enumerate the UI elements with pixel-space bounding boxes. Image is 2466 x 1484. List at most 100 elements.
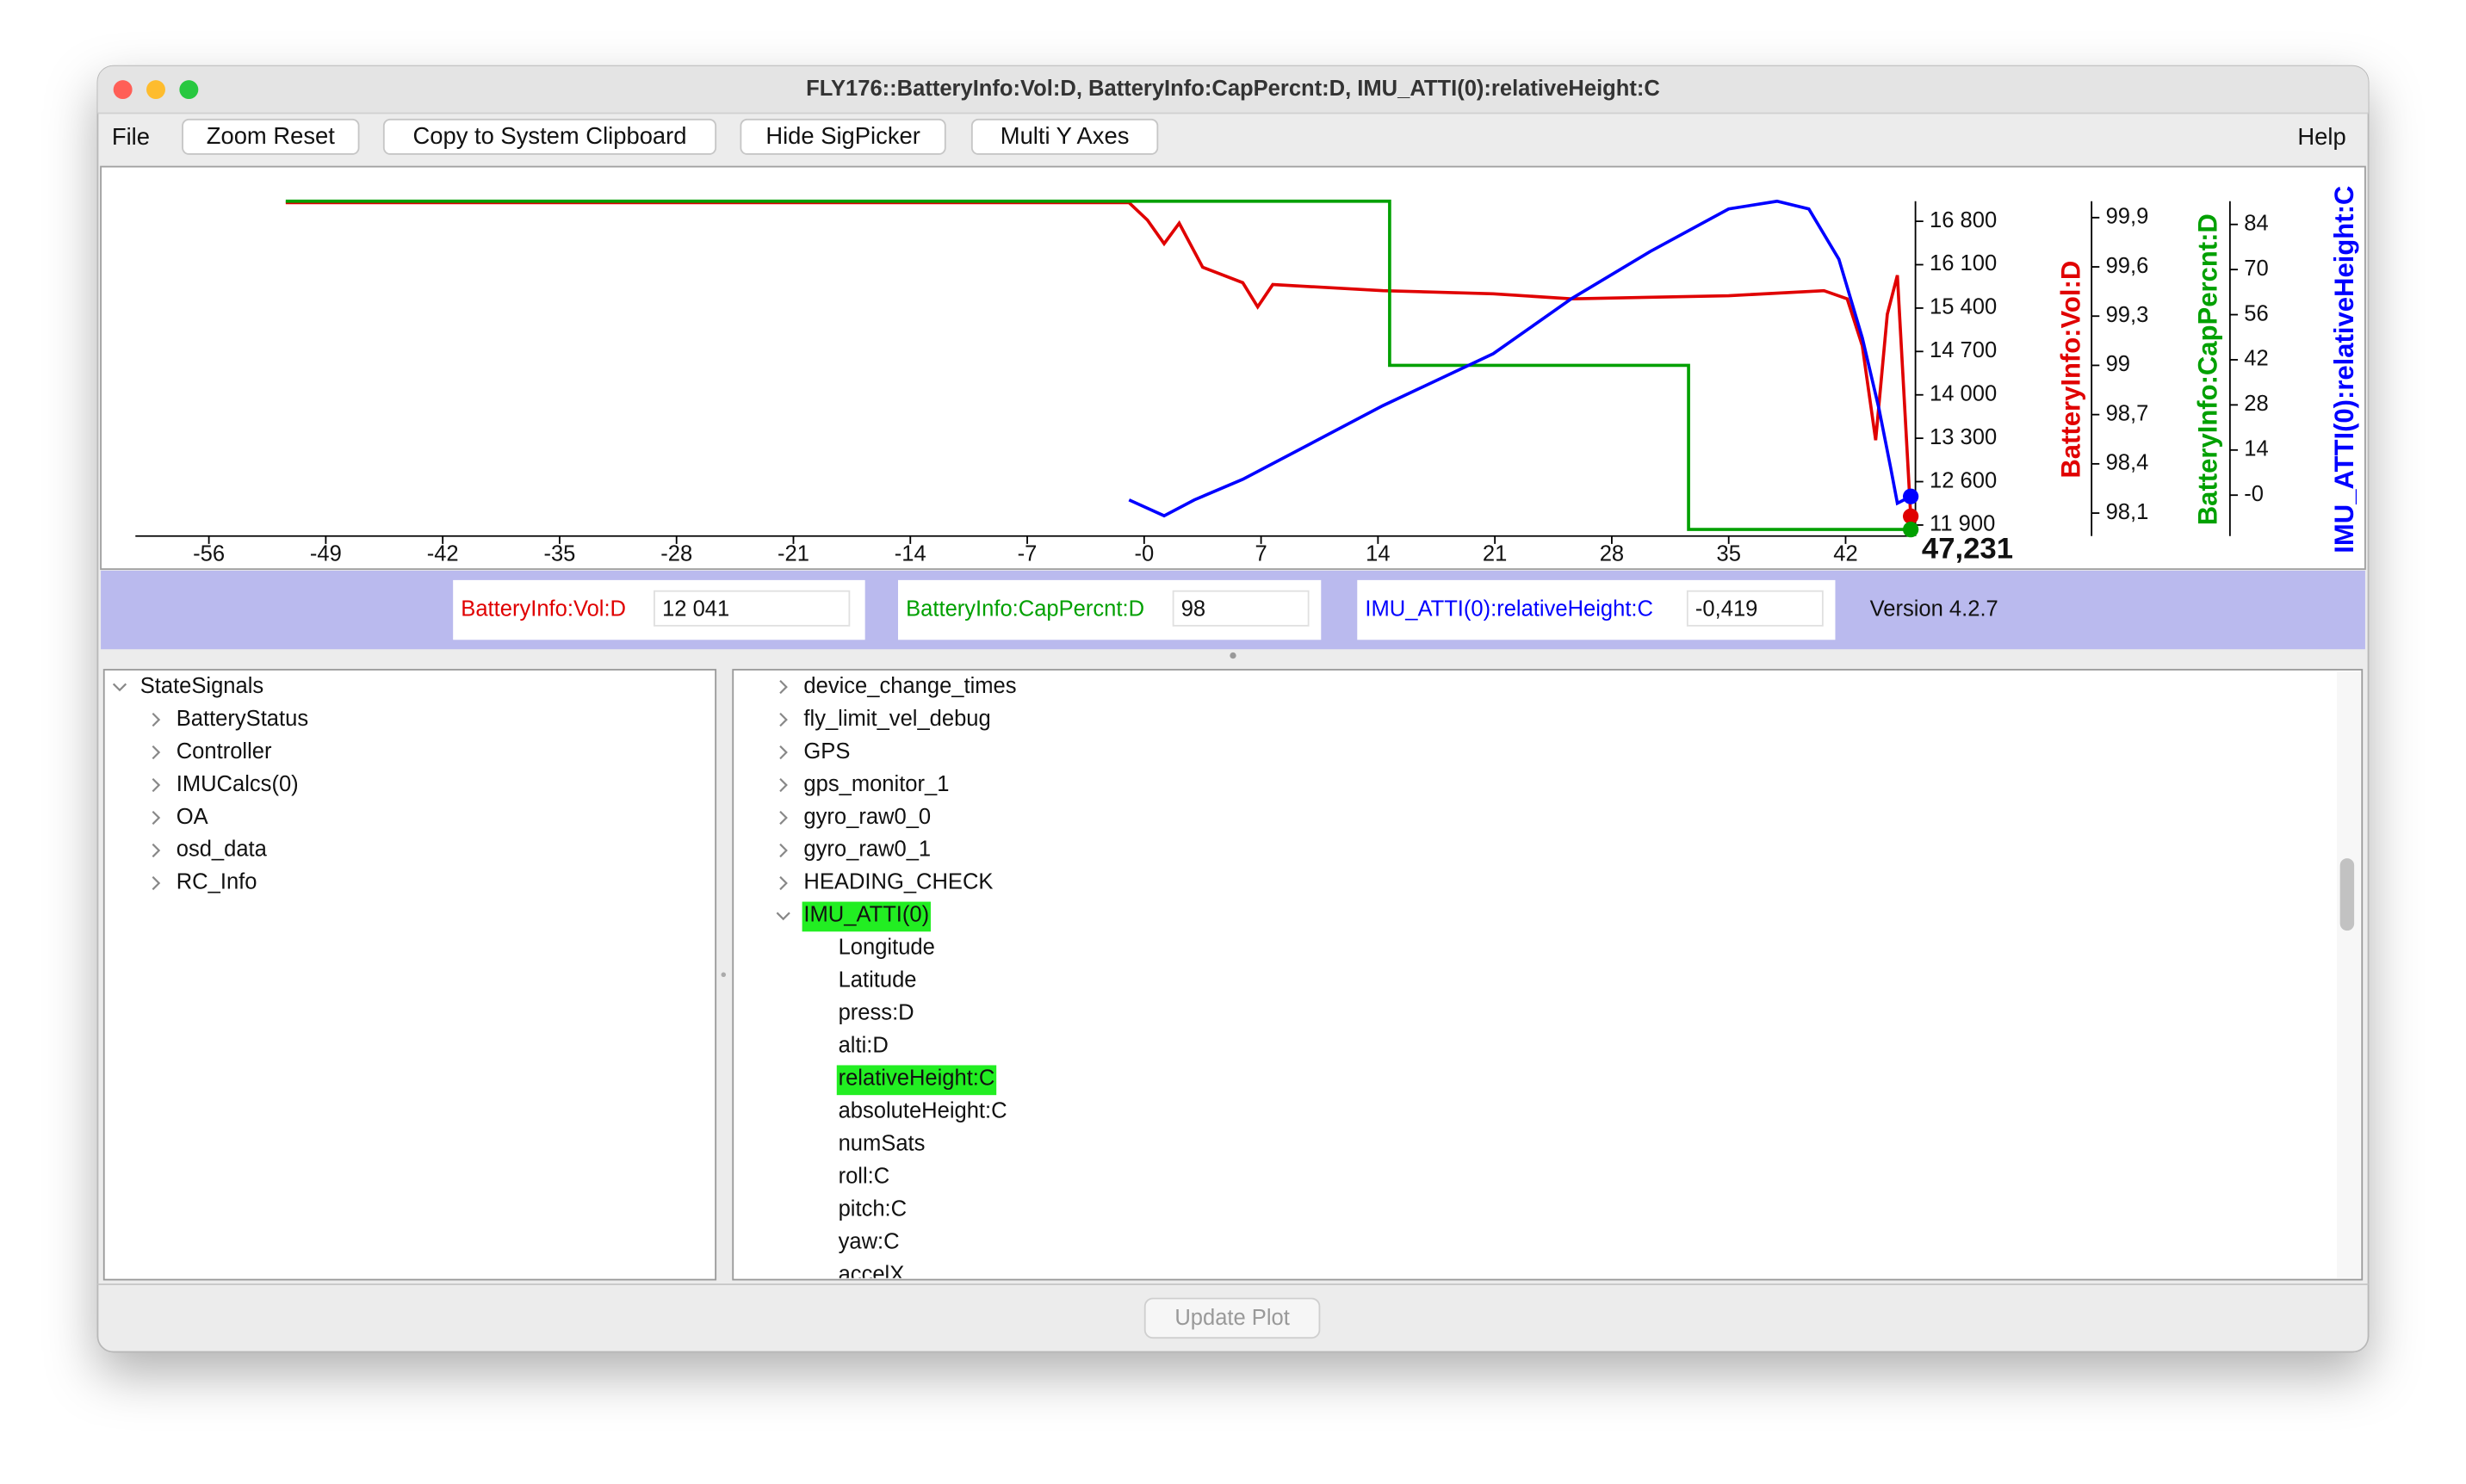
zoom-button[interactable]	[179, 80, 199, 100]
toolbar-button[interactable]	[382, 118, 717, 155]
tree-node[interactable]: relativeHeight:C	[839, 1067, 995, 1091]
tree-node[interactable]: osd_data	[177, 838, 268, 862]
window-title: FLY176::BatteryInfo:Vol:D, BatteryInfo:C…	[806, 77, 1660, 101]
readout-value: -0,419	[1695, 597, 1757, 621]
expander[interactable]	[152, 712, 161, 727]
y-tick-label: 28	[2244, 392, 2268, 416]
x-tick-label: 35	[1716, 541, 1740, 566]
tree-node[interactable]: gyro_raw0_0	[803, 805, 931, 829]
update-plot-label: Update Plot	[1174, 1306, 1290, 1330]
tree-node[interactable]: RC_Info	[177, 870, 257, 894]
y-tick-label: 42	[2244, 347, 2268, 371]
tree-node[interactable]: yaw:C	[839, 1230, 900, 1254]
series-line	[285, 199, 1911, 531]
tree-node[interactable]: pitch:C	[839, 1197, 908, 1221]
expander[interactable]	[779, 680, 788, 695]
y-tick-label: 99,3	[2106, 303, 2149, 327]
expander[interactable]	[779, 745, 788, 760]
expander[interactable]	[779, 712, 788, 727]
minimize-button[interactable]	[146, 80, 165, 100]
signal-tree-panel	[102, 669, 717, 1281]
tree-node[interactable]: BatteryStatus	[177, 707, 308, 731]
tree-node[interactable]: alti:D	[839, 1034, 889, 1058]
title-bar	[97, 65, 2369, 114]
tree-node[interactable]: device_change_times	[803, 674, 1016, 698]
expander[interactable]	[152, 875, 161, 891]
expander[interactable]	[152, 843, 161, 858]
readout-label: IMU_ATTI(0):relativeHeight:C	[1365, 597, 1653, 621]
tree-node[interactable]: StateSignals	[140, 674, 263, 698]
close-button[interactable]	[113, 80, 133, 100]
selection-highlight	[802, 901, 931, 932]
expander[interactable]	[779, 810, 788, 825]
tree-node[interactable]: Longitude	[839, 936, 935, 960]
tree-node[interactable]: roll:C	[839, 1165, 890, 1189]
expander[interactable]	[779, 875, 788, 891]
readouts: BatteryInfo:Vol:D 12 041 BatteryInfo:CapPe…	[453, 579, 1836, 640]
series-line	[285, 201, 1912, 516]
readout-field[interactable]	[1172, 590, 1310, 627]
expander[interactable]	[152, 810, 161, 825]
plot-area[interactable]	[100, 165, 2366, 571]
splitter-handle[interactable]	[1230, 652, 1236, 659]
tree-node[interactable]: IMUCalcs(0)	[177, 772, 299, 796]
toolbar: Zoom Reset Copy to System Clipboard Hide S…	[182, 118, 1159, 155]
scrollbar[interactable]	[2337, 671, 2361, 1278]
tree-node[interactable]: Controller	[177, 739, 272, 764]
axis-title: IMU_ATTI(0):relativeHeight:C	[2329, 186, 2359, 553]
file-menu[interactable]: File	[112, 123, 150, 150]
signal-tree: StateSignals BatteryStatus Controller IMUCa…	[112, 674, 308, 894]
x-tick-label: -35	[543, 541, 575, 566]
cursor-dot	[1902, 488, 1919, 504]
tree-node[interactable]: press:D	[839, 1001, 914, 1025]
tree-node[interactable]: gyro_raw0_1	[803, 838, 931, 862]
version: Version 4.2.7	[1870, 597, 1998, 621]
toolbar-button[interactable]	[182, 118, 360, 155]
tree-node[interactable]: accelX	[839, 1263, 905, 1287]
expander[interactable]	[152, 745, 161, 760]
x-tick-label: 7	[1255, 541, 1267, 566]
scrollbar-thumb[interactable]	[2339, 858, 2355, 931]
y-tick-label: -0	[2244, 482, 2264, 506]
update-plot-button[interactable]	[1143, 1297, 1321, 1339]
tree-node[interactable]: absoluteHeight:C	[839, 1099, 1007, 1123]
x-tick-label: 28	[1600, 541, 1624, 566]
toolbar-button[interactable]	[970, 118, 1159, 155]
y-tick-label: 16 800	[1930, 208, 1997, 232]
detail-tree-panel	[732, 669, 2364, 1281]
expander[interactable]	[152, 777, 161, 793]
y-tick-label: 16 100	[1930, 251, 1997, 275]
tree-node[interactable]: fly_limit_vel_debug	[803, 707, 990, 731]
toolbar-button-label: Zoom Reset	[207, 122, 335, 149]
tree-node[interactable]: OA	[177, 805, 208, 829]
x-tick-label: -7	[1018, 541, 1038, 566]
readout-field[interactable]	[1686, 590, 1824, 627]
readout-field[interactable]	[654, 590, 851, 627]
help-menu[interactable]: Help	[2297, 123, 2345, 150]
x-tick-label: 21	[1483, 541, 1507, 566]
tree-node[interactable]: IMU_ATTI(0)	[803, 903, 929, 927]
tree-node[interactable]: numSats	[839, 1132, 926, 1156]
cursor-label: 47,231	[1922, 532, 2013, 565]
y-tick-label: 99	[2106, 352, 2130, 376]
y-tick-label: 14 000	[1930, 381, 1997, 405]
expander-open[interactable]	[112, 683, 127, 692]
tree-node[interactable]: GPS	[803, 739, 850, 764]
axis-title: BatteryInfo:CapPercnt:D	[2192, 213, 2222, 525]
cursor-dot	[1902, 521, 1919, 538]
cursor-dot	[1902, 508, 1919, 524]
expander[interactable]	[779, 843, 788, 858]
tree-node[interactable]: HEADING_CHECK	[803, 870, 993, 894]
y-tick-label: 98,7	[2106, 401, 2149, 425]
tree-node[interactable]: Latitude	[839, 968, 917, 992]
x-tick-label: 14	[1366, 541, 1390, 566]
y-tick-label: 99,6	[2106, 254, 2149, 278]
expander[interactable]	[779, 777, 788, 793]
splitter-handle[interactable]	[721, 972, 727, 978]
tree-node[interactable]: gps_monitor_1	[803, 772, 949, 796]
expander-open[interactable]	[776, 912, 790, 921]
toolbar-button[interactable]	[740, 118, 946, 155]
readout-value: 12 041	[662, 597, 729, 621]
